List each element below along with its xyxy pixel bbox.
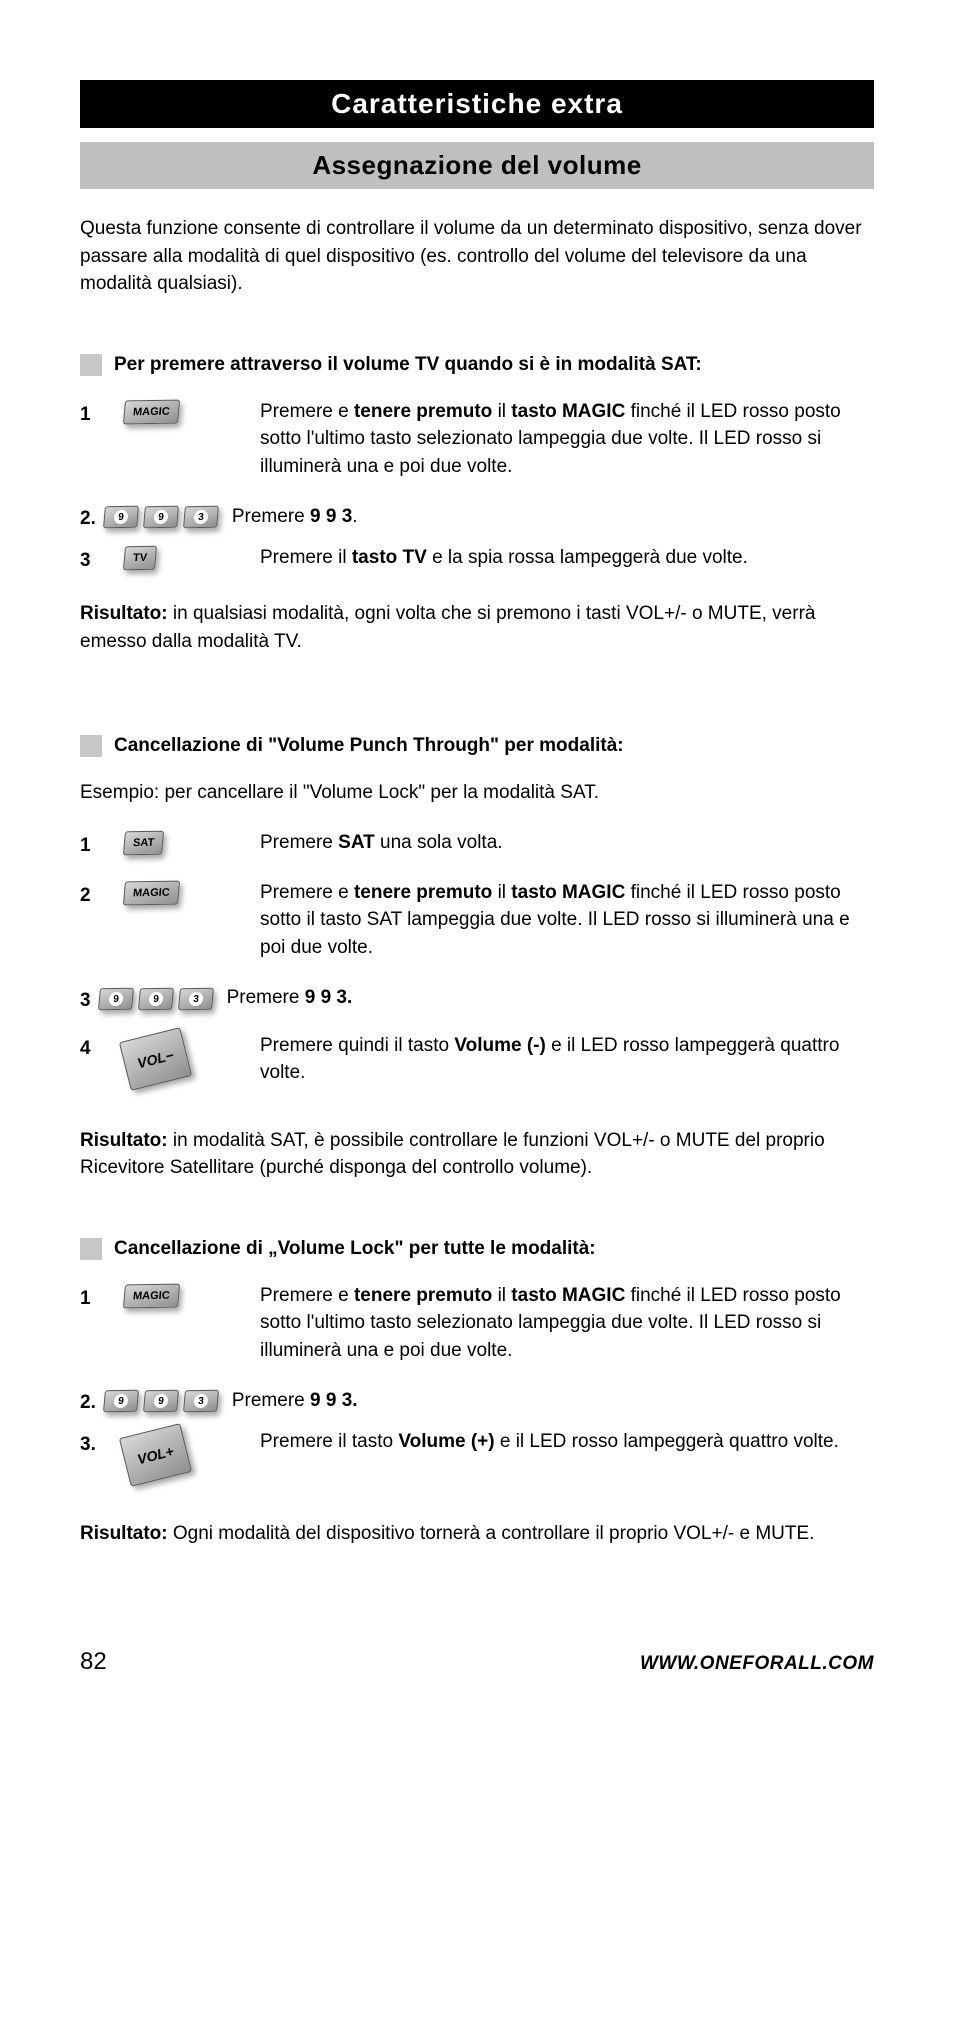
section2-heading: Cancellazione di "Volume Punch Through" … bbox=[80, 735, 874, 757]
step-icons: 9 9 3 bbox=[104, 1388, 218, 1412]
title-primary: Caratteristiche extra bbox=[80, 80, 874, 128]
footer-url: WWW.ONEFORALL.COM bbox=[640, 1653, 874, 1675]
section2-step3: 3 9 9 3 Premere 9 9 3. bbox=[80, 984, 874, 1012]
step-number: 2 bbox=[80, 879, 108, 907]
page-number: 82 bbox=[80, 1648, 107, 1676]
section1-result: Risultato: in qualsiasi modalità, ogni v… bbox=[80, 600, 874, 655]
step-icons: MAGIC bbox=[124, 879, 244, 905]
step-number: 3. bbox=[80, 1428, 108, 1456]
digit-9-button-icon: 9 bbox=[103, 1390, 139, 1413]
vol-plus-button-icon: VOL+ bbox=[119, 1424, 192, 1488]
step-icons: VOL+ bbox=[124, 1428, 244, 1480]
digit-3-button-icon: 3 bbox=[183, 506, 219, 529]
step-description: Premere il tasto Volume (+) e il LED ros… bbox=[260, 1428, 874, 1456]
step-description: Premere il tasto TV e la spia rossa lamp… bbox=[260, 544, 874, 572]
digit-9-button-icon: 9 bbox=[103, 506, 139, 529]
section3-result: Risultato: Ogni modalità del dispositivo… bbox=[80, 1520, 874, 1548]
step-icons: VOL− bbox=[124, 1032, 244, 1084]
step-icons: TV bbox=[124, 544, 244, 570]
step-number: 1 bbox=[80, 829, 108, 857]
step-number: 3 bbox=[80, 544, 108, 572]
intro-paragraph: Questa funzione consente di controllare … bbox=[80, 215, 874, 298]
section1-step1: 1 MAGIC Premere e tenere premuto il tast… bbox=[80, 398, 874, 481]
step-description: Premere e tenere premuto il tasto MAGIC … bbox=[260, 1282, 874, 1365]
step-number: 4 bbox=[80, 1032, 108, 1060]
tv-button-icon: TV bbox=[123, 546, 157, 571]
sat-button-icon: SAT bbox=[123, 831, 164, 856]
step-number: 2. bbox=[80, 1386, 96, 1414]
step-icons: 9 9 3 bbox=[104, 504, 218, 528]
section2-step1: 1 SAT Premere SAT una sola volta. bbox=[80, 829, 874, 857]
step-icons: MAGIC bbox=[124, 1282, 244, 1308]
section3-heading: Cancellazione di „Volume Lock" per tutte… bbox=[80, 1238, 874, 1260]
section1-step2: 2. 9 9 3 Premere 9 9 3. bbox=[80, 502, 874, 530]
step-number: 1 bbox=[80, 398, 108, 426]
section1-heading-text: Per premere attraverso il volume TV quan… bbox=[114, 354, 702, 376]
section3-heading-text: Cancellazione di „Volume Lock" per tutte… bbox=[114, 1238, 596, 1260]
digit-9-button-icon: 9 bbox=[143, 506, 179, 529]
digit-9-button-icon: 9 bbox=[143, 1390, 179, 1413]
digit-9-button-icon: 9 bbox=[98, 987, 134, 1010]
step-description: Premere e tenere premuto il tasto MAGIC … bbox=[260, 398, 874, 481]
section2-step4: 4 VOL− Premere quindi il tasto Volume (-… bbox=[80, 1032, 874, 1087]
step-description: Premere 9 9 3. bbox=[226, 1387, 874, 1415]
magic-button-icon: MAGIC bbox=[123, 1283, 180, 1308]
step-description: Premere quindi il tasto Volume (-) e il … bbox=[260, 1032, 874, 1087]
section2-subtext: Esempio: per cancellare il "Volume Lock"… bbox=[80, 779, 874, 807]
section3-step3: 3. VOL+ Premere il tasto Volume (+) e il… bbox=[80, 1428, 874, 1480]
step-icons: SAT bbox=[124, 829, 244, 855]
bullet-square-icon bbox=[80, 1238, 102, 1260]
step-icons: 9 9 3 bbox=[99, 986, 213, 1010]
section2-result: Risultato: in modalità SAT, è possibile … bbox=[80, 1127, 874, 1182]
step-number: 1 bbox=[80, 1282, 108, 1310]
magic-button-icon: MAGIC bbox=[123, 399, 180, 424]
digit-9-button-icon: 9 bbox=[138, 987, 174, 1010]
bullet-square-icon bbox=[80, 735, 102, 757]
step-number: 2. bbox=[80, 502, 96, 530]
bullet-square-icon bbox=[80, 354, 102, 376]
page-footer: 82 WWW.ONEFORALL.COM bbox=[80, 1648, 874, 1676]
section1-heading: Per premere attraverso il volume TV quan… bbox=[80, 354, 874, 376]
step-description: Premere e tenere premuto il tasto MAGIC … bbox=[260, 879, 874, 962]
step-description: Premere 9 9 3. bbox=[221, 984, 874, 1012]
vol-minus-button-icon: VOL− bbox=[119, 1027, 192, 1091]
section3-step1: 1 MAGIC Premere e tenere premuto il tast… bbox=[80, 1282, 874, 1365]
step-description: Premere SAT una sola volta. bbox=[260, 829, 874, 857]
step-description: Premere 9 9 3. bbox=[226, 503, 874, 531]
step-number: 3 bbox=[80, 984, 91, 1012]
section2-heading-text: Cancellazione di "Volume Punch Through" … bbox=[114, 735, 624, 757]
digit-3-button-icon: 3 bbox=[178, 987, 214, 1010]
step-icons: MAGIC bbox=[124, 398, 244, 424]
section3-step2: 2. 9 9 3 Premere 9 9 3. bbox=[80, 1386, 874, 1414]
digit-3-button-icon: 3 bbox=[183, 1390, 219, 1413]
section2-step2: 2 MAGIC Premere e tenere premuto il tast… bbox=[80, 879, 874, 962]
magic-button-icon: MAGIC bbox=[123, 880, 180, 905]
title-secondary: Assegnazione del volume bbox=[80, 142, 874, 189]
section1-step3: 3 TV Premere il tasto TV e la spia rossa… bbox=[80, 544, 874, 572]
